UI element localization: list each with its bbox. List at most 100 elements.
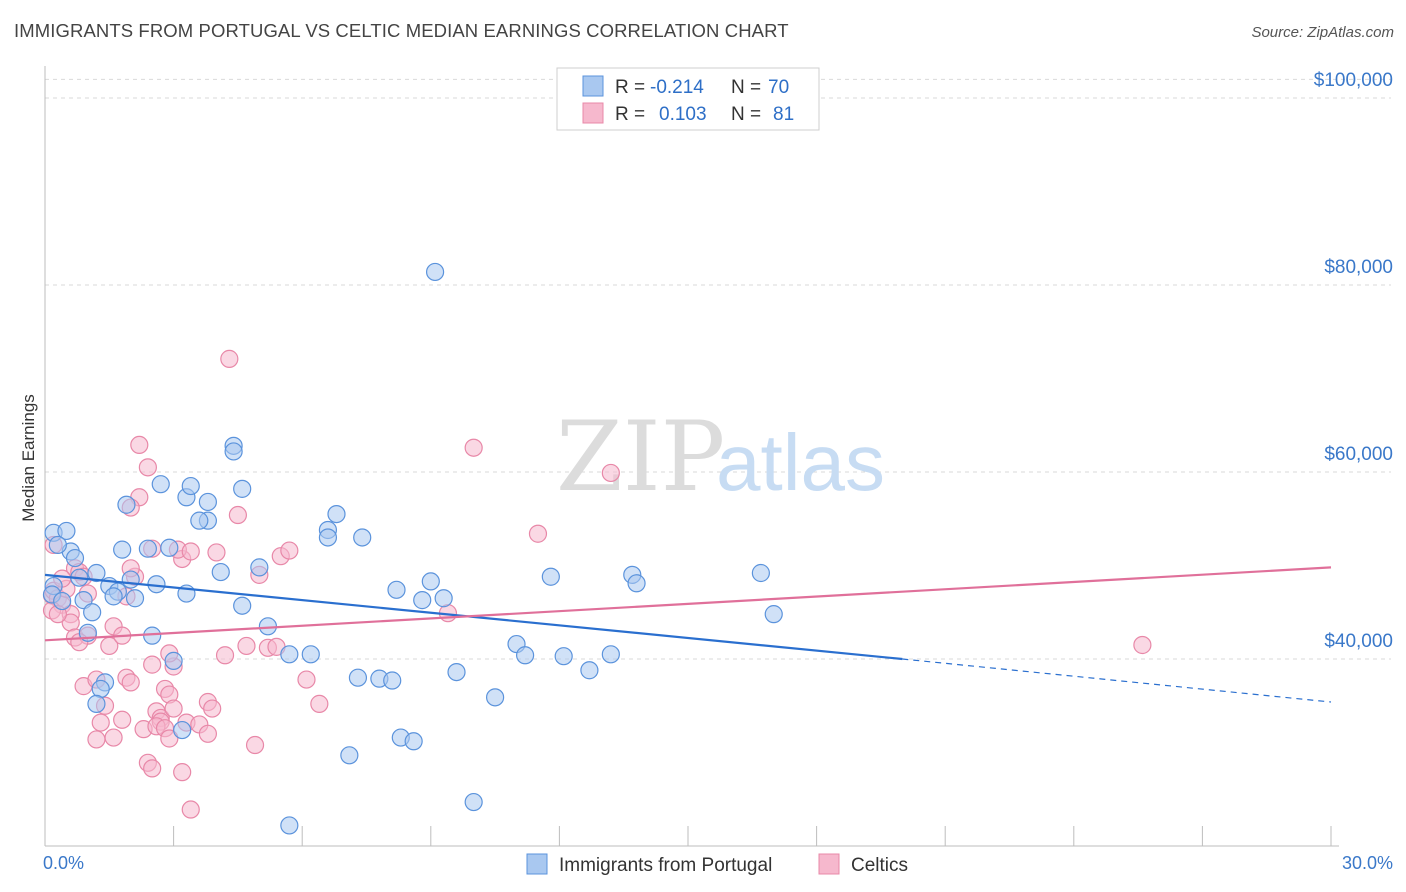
legend-swatch-pink: [582, 102, 604, 124]
portugal-point: [627, 574, 646, 593]
celtics-point: [601, 463, 620, 483]
y-tick-label: $40,000: [1324, 631, 1393, 652]
portugal-point: [233, 596, 252, 615]
portugal-point: [57, 521, 76, 541]
y-tick-label: $60,000: [1324, 444, 1393, 465]
x-tick-label-max: 30.0%: [1342, 853, 1393, 873]
bottom-legend-swatch-pink: [818, 853, 840, 875]
celtics-point: [198, 724, 217, 743]
portugal-point: [421, 572, 440, 591]
portugal-point: [250, 558, 269, 577]
celtics-point: [160, 729, 179, 748]
celtics-point: [245, 735, 265, 755]
celtics-point: [138, 458, 157, 477]
celtics-point: [181, 800, 200, 819]
chart-title: IMMIGRANTS FROM PORTUGAL VS CELTIC MEDIA…: [14, 20, 789, 41]
portugal-point: [160, 538, 179, 557]
portugal-point: [580, 661, 599, 680]
portugal-point: [340, 746, 359, 765]
portugal-point: [117, 495, 136, 514]
y-axis-title: Median Earnings: [19, 394, 38, 522]
portugal-point: [65, 548, 85, 568]
portugal-point: [434, 589, 453, 608]
celtics-point: [173, 763, 192, 782]
axes: [44, 66, 1339, 847]
legend-r-value-1: -0.214: [650, 77, 704, 98]
portugal-point: [516, 646, 535, 665]
portugal-point: [280, 816, 299, 835]
portugal-point: [318, 528, 338, 547]
portugal-point: [83, 603, 102, 622]
celtics-point: [121, 673, 140, 692]
portugal-point: [280, 645, 299, 664]
celtics-point: [280, 541, 299, 560]
portugal-point: [211, 562, 230, 582]
celtics-point: [87, 730, 106, 749]
portugal-points: [42, 262, 783, 835]
source-credit: Source: ZipAtlas.com: [1251, 24, 1394, 41]
portugal-point: [751, 563, 770, 583]
celtics-point: [113, 710, 132, 729]
legend-swatch-blue: [582, 75, 604, 97]
portugal-point: [87, 563, 106, 583]
celtics-point: [297, 670, 316, 689]
legend-r-label-1: R =: [615, 77, 645, 98]
tick-labels: $40,000 $60,000 $80,000 $100,000 0.0% 30.0%: [43, 70, 1393, 873]
portugal-point: [121, 570, 140, 589]
portugal-point: [198, 492, 217, 512]
portugal-point: [87, 694, 106, 713]
portugal-point: [151, 475, 170, 494]
portugal-trend-extension: [902, 658, 1332, 703]
celtics-trend-line: [44, 566, 1332, 642]
portugal-point: [554, 647, 573, 666]
portugal-point: [387, 580, 406, 599]
portugal-point: [125, 589, 145, 608]
portugal-point: [233, 479, 252, 498]
legend-r-value-2: 0.103: [659, 104, 707, 125]
celtics-point: [143, 655, 162, 674]
x-tick-label-min: 0.0%: [43, 853, 84, 873]
portugal-point: [48, 535, 67, 555]
celtics-point: [207, 543, 226, 562]
bottom-legend-portugal: Immigrants from Portugal: [559, 855, 772, 876]
grid-lines: [45, 78, 1391, 660]
celtics-point: [130, 435, 149, 455]
celtics-point: [528, 524, 548, 543]
portugal-point: [447, 663, 466, 682]
y-tick-label: $100,000: [1314, 70, 1393, 91]
legend-n-value-2: 81: [773, 104, 794, 125]
celtics-point: [143, 759, 162, 778]
legend-r-label-2: R =: [615, 104, 645, 125]
portugal-point: [53, 591, 72, 611]
trend-lines: [44, 566, 1332, 703]
portugal-point: [224, 442, 243, 461]
celtics-point: [310, 694, 329, 713]
portugal-point: [348, 668, 368, 687]
celtics-point: [215, 646, 235, 665]
watermark: ZIP atlas: [556, 401, 885, 513]
portugal-point: [486, 688, 505, 707]
portugal-point: [541, 567, 560, 586]
portugal-point: [601, 645, 620, 664]
celtics-point: [464, 438, 483, 457]
portugal-point: [138, 539, 157, 558]
legend-n-label-1: N =: [731, 77, 761, 98]
portugal-point: [113, 540, 132, 559]
celtics-point: [1133, 635, 1152, 655]
portugal-point: [301, 645, 320, 664]
bottom-legend: Immigrants from Portugal Celtics: [526, 853, 908, 876]
legend-n-label-2: N =: [731, 104, 761, 125]
portugal-point: [764, 605, 783, 624]
bottom-legend-swatch-blue: [526, 853, 548, 875]
portugal-point: [353, 528, 372, 547]
legend-n-value-1: 70: [768, 77, 789, 98]
portugal-point: [413, 591, 432, 610]
portugal-point: [327, 504, 346, 524]
celtics-point: [164, 699, 183, 718]
portugal-point: [425, 262, 445, 282]
celtics-point: [237, 636, 256, 656]
y-tick-label: $80,000: [1324, 257, 1393, 278]
portugal-point: [464, 792, 483, 812]
legend-box: R = -0.214 N = 70 R = 0.103 N = 81: [556, 67, 820, 131]
